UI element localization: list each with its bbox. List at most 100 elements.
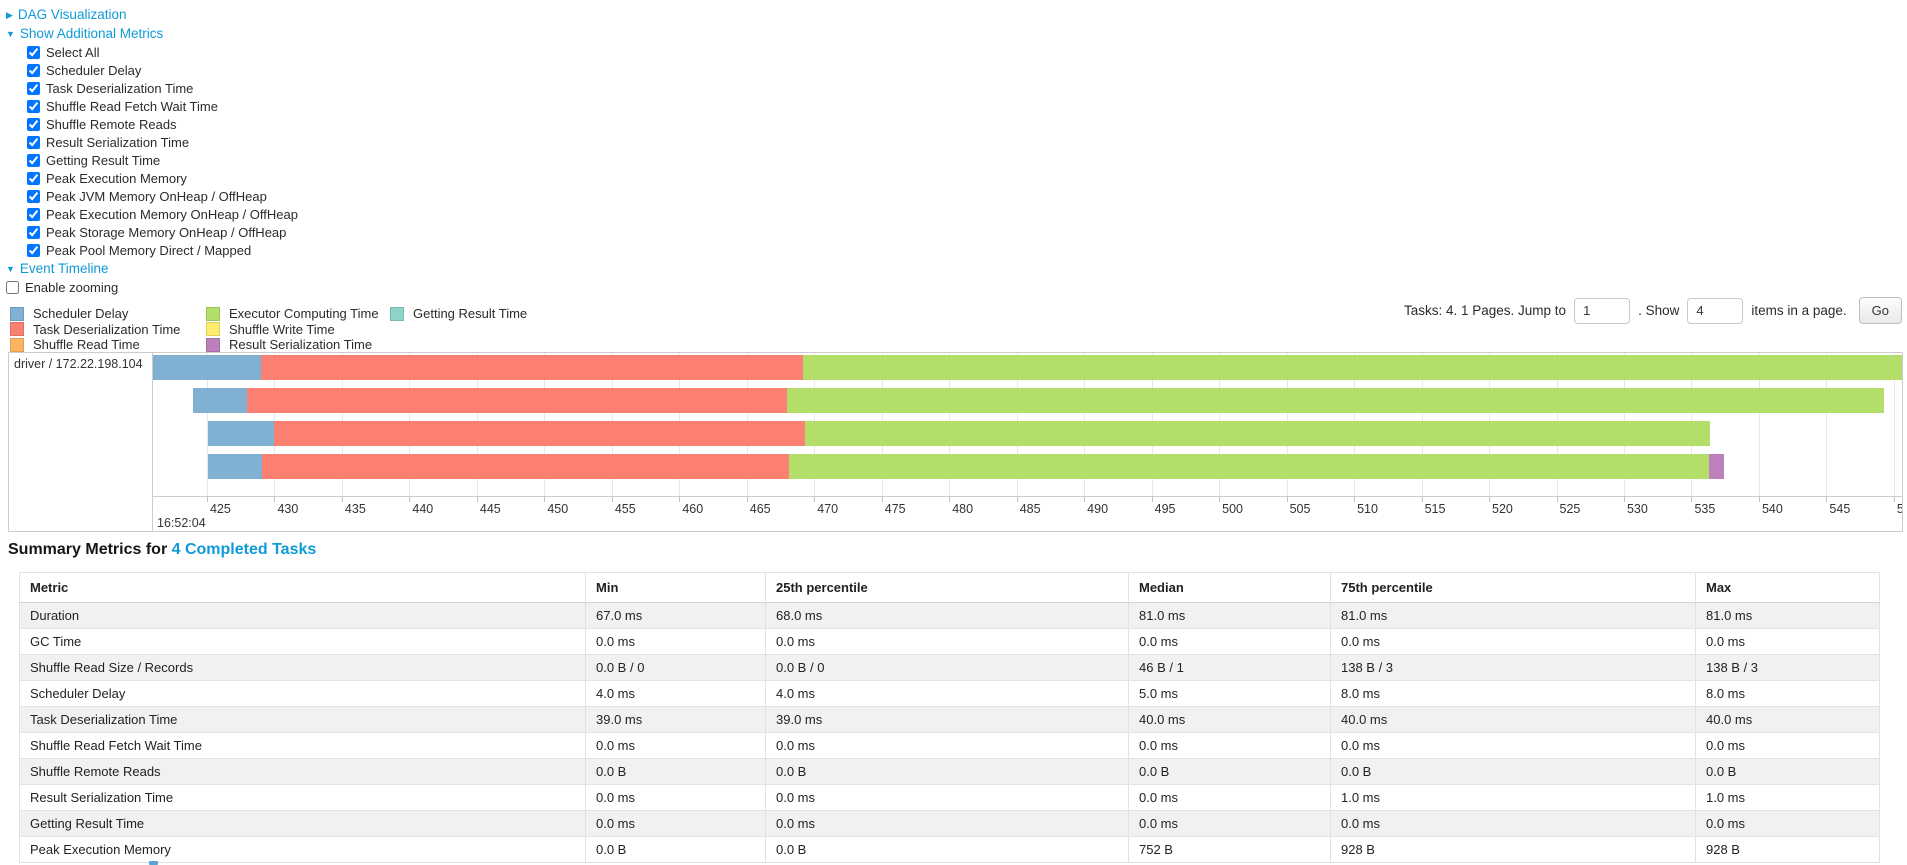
legend-column: Scheduler Delay Task Deserialization Time… [10,306,206,353]
executor-row-label: driver / 172.22.198.104 [14,357,143,371]
table-row: Task Deserialization Time 39.0 ms 39.0 ms 4… [19,706,1880,733]
metric-checkbox[interactable] [27,135,40,149]
dag-visualization-link[interactable]: ▶ DAG Visualization [6,5,298,24]
metric-checkbox-label: Scheduler Delay [46,62,142,78]
metric-checkbox[interactable] [27,153,40,167]
table-row: Shuffle Read Fetch Wait Time 0.0 ms 0.0 ms… [19,732,1880,759]
table-cell: Task Deserialization Time [19,706,586,733]
table-cell: 928 B [1695,836,1880,863]
table-row: Result Serialization Time 0.0 ms 0.0 ms 0.0… [19,784,1880,811]
table-cell: 8.0 ms [1695,680,1880,707]
metric-checkbox[interactable] [27,99,40,113]
table-cell: 0.0 B / 0 [765,654,1129,681]
jump-to-page-input[interactable] [1574,297,1631,324]
axis-tick-mark [1489,497,1491,502]
metric-checkbox[interactable] [27,189,40,203]
table-row: Duration 67.0 ms 68.0 ms 81.0 ms 81.0 ms 81.0… [19,602,1880,629]
axis-tick-mark [274,497,276,502]
show-additional-metrics-link[interactable]: ▼ Show Additional Metrics [6,24,298,43]
metric-checkbox[interactable] [27,45,40,59]
table-cell: 0.0 ms [1128,628,1331,655]
timeline-task-segment-executor_computing[interactable] [788,454,1709,479]
completed-tasks-link[interactable]: 4 Completed Tasks [171,541,317,558]
timeline-task-segment-task_deserialization[interactable] [247,388,788,413]
metric-checkbox-label: Peak Execution Memory [46,170,187,186]
timeline-task-segment-scheduler_delay[interactable] [208,421,275,446]
timeline-task-segment-executor_computing[interactable] [803,355,1902,380]
table-cell: 0.0 B [1330,758,1696,785]
legend-item-label: Scheduler Delay [33,306,129,322]
axis-tick-label: 530 [1626,502,1648,516]
table-header-cell: Max [1695,572,1880,603]
timeline-task-segment-task_deserialization[interactable] [274,421,805,446]
table-cell: 81.0 ms [1695,602,1880,629]
metric-checkbox[interactable] [27,171,40,185]
timeline-task-segment-result_serialization[interactable] [1709,454,1724,479]
metric-checkbox-item: Peak Pool Memory Direct / Mapped [27,241,298,259]
axis-tick-label: 450 [547,502,569,516]
shuffle_write-swatch-icon [206,322,220,337]
task_deserialization-swatch-icon [10,322,24,337]
metric-checkbox-label: Peak Pool Memory Direct / Mapped [46,242,252,258]
metric-checkbox-label: Shuffle Remote Reads [46,116,177,132]
metric-checkbox-label: Task Deserialization Time [46,80,194,96]
event-timeline-link[interactable]: ▼ Event Timeline [6,259,298,278]
go-button[interactable]: Go [1858,297,1902,324]
metric-checkbox-label: Peak Storage Memory OnHeap / OffHeap [46,224,287,240]
timeline-task-segment-task_deserialization[interactable] [260,355,804,380]
legend-item: Shuffle Read Time [10,337,206,353]
table-cell: 0.0 ms [1330,628,1696,655]
timeline-task-segment-scheduler_delay[interactable] [153,355,261,380]
table-cell: 4.0 ms [585,680,766,707]
table-body: Duration 67.0 ms 68.0 ms 81.0 ms 81.0 ms 81.0… [19,602,1880,863]
shuffle_read-swatch-icon [10,337,24,352]
metric-checkbox[interactable] [27,243,40,257]
axis-tick-label: 490 [1087,502,1109,516]
table-cell: Duration [19,602,586,629]
table-cell: GC Time [19,628,586,655]
metric-checkbox[interactable] [27,207,40,221]
metric-checkbox[interactable] [27,63,40,77]
timeline-task-segment-scheduler_delay[interactable] [208,454,263,479]
timeline-task-segment-executor_computing[interactable] [787,388,1885,413]
table-cell: 0.0 ms [1695,810,1880,837]
axis-tick-mark [746,497,748,502]
chevron-down-icon: ▼ [6,28,15,39]
timeline-task-segment-scheduler_delay[interactable] [193,388,248,413]
enable-zooming-checkbox[interactable] [6,281,19,294]
axis-tick-label: 500 [1222,502,1243,516]
legend-column: Getting Result Time [390,306,527,353]
table-header-cell: Metric [19,572,586,603]
metric-checkbox[interactable] [27,225,40,239]
dag-visualization-label: DAG Visualization [17,7,127,22]
axis-tick-mark [1556,497,1558,502]
table-cell: 5.0 ms [1128,680,1331,707]
axis-tick-label: 525 [1559,502,1581,516]
table-row: Shuffle Read Size / Records 0.0 B / 0 0.0 … [19,654,1880,681]
metric-checkbox[interactable] [27,81,40,95]
metric-checkbox-item: Scheduler Delay [27,61,298,79]
metric-checkbox[interactable] [27,117,40,131]
axis-tick-mark [409,497,411,502]
axis-tick-label: 540 [1761,502,1783,516]
axis-tick-mark [476,497,478,502]
metric-checkbox-item: Peak JVM Memory OnHeap / OffHeap [27,187,298,205]
event-timeline-label: Event Timeline [19,261,109,276]
axis-tick-label: 440 [412,502,434,516]
items-per-page-input[interactable] [1687,297,1744,324]
table-cell: Shuffle Read Size / Records [19,654,586,681]
table-cell: 928 B [1330,836,1696,863]
table-cell: 68.0 ms [765,602,1129,629]
table-cell: 46 B / 1 [1128,654,1331,681]
timeline-task-segment-task_deserialization[interactable] [262,454,789,479]
axis-tick-label: 485 [1019,502,1041,516]
table-cell: 0.0 B [765,836,1129,863]
enable-zooming-label: Enable zooming [25,280,119,295]
timeline-task-segment-executor_computing[interactable] [804,421,1711,446]
table-cell: 0.0 ms [765,628,1129,655]
table-cell: 40.0 ms [1128,706,1331,733]
table-cell: 0.0 ms [1128,810,1331,837]
show-text: . Show [1638,303,1680,318]
axis-tick-mark [679,497,681,502]
chevron-right-icon: ▶ [6,9,13,20]
